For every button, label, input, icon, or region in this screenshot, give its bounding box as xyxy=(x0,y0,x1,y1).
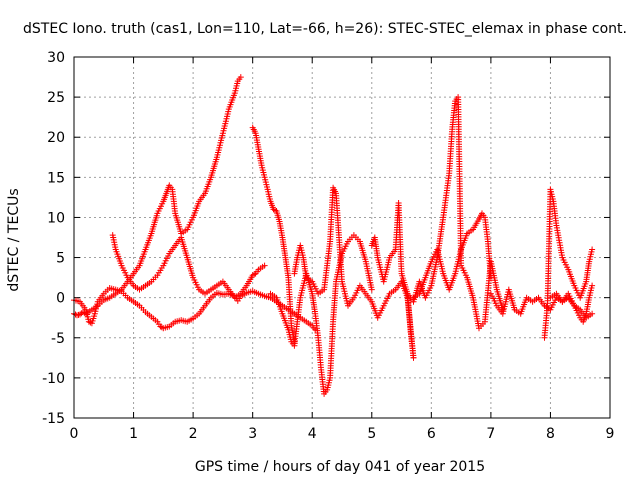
y-axis-title: dSTEC / TECUs xyxy=(6,188,22,291)
x-tick-label: 4 xyxy=(308,426,317,442)
x-tick-label: 3 xyxy=(248,426,257,442)
data-point xyxy=(487,274,494,281)
x-tick-label: 0 xyxy=(70,426,79,442)
y-tick-label: -5 xyxy=(51,331,65,347)
data-series xyxy=(368,200,417,361)
data-series xyxy=(71,74,244,319)
y-tick-label: 5 xyxy=(56,251,65,267)
data-series xyxy=(410,210,494,301)
data-point xyxy=(589,246,596,253)
data-point xyxy=(261,262,268,269)
y-tick-label: 15 xyxy=(47,170,65,186)
data-series xyxy=(541,186,596,341)
data-point xyxy=(368,286,375,293)
data-point xyxy=(237,74,244,81)
x-tick-label: 2 xyxy=(189,426,198,442)
data-series xyxy=(291,184,417,361)
x-tick-label: 8 xyxy=(546,426,555,442)
x-tick-labels: 0 1 2 3 4 5 6 7 8 9 xyxy=(70,426,615,442)
data-series xyxy=(547,282,596,325)
y-tick-label: 0 xyxy=(56,291,65,307)
x-tick-label: 1 xyxy=(129,426,138,442)
x-tick-label: 5 xyxy=(367,426,376,442)
x-tick-label: 6 xyxy=(427,426,436,442)
x-axis-title: GPS time / hours of day 041 of year 2015 xyxy=(195,459,485,475)
x-tick-label: 9 xyxy=(606,426,615,442)
y-tick-label: 30 xyxy=(47,50,65,66)
data-point xyxy=(589,282,596,289)
data-point xyxy=(251,271,258,278)
y-tick-label: -10 xyxy=(42,371,65,387)
y-tick-label: 25 xyxy=(47,90,65,106)
grid xyxy=(74,57,610,418)
y-tick-label: 10 xyxy=(47,210,65,226)
data-points xyxy=(71,74,596,397)
chart-title: dSTEC Iono. truth (cas1, Lon=110, Lat=-6… xyxy=(23,21,627,37)
x-tick-label: 7 xyxy=(486,426,495,442)
data-point xyxy=(410,354,417,361)
data-series xyxy=(109,232,268,301)
y-tick-labels: -15 -10 -5 0 5 10 15 20 25 30 xyxy=(42,50,65,427)
data-series xyxy=(249,124,298,345)
plot-frame xyxy=(73,56,611,419)
y-tick-label: -15 xyxy=(42,411,65,427)
data-series xyxy=(267,232,375,397)
data-point xyxy=(589,310,596,317)
y-tick-label: 20 xyxy=(47,130,65,146)
data-series xyxy=(404,94,506,332)
